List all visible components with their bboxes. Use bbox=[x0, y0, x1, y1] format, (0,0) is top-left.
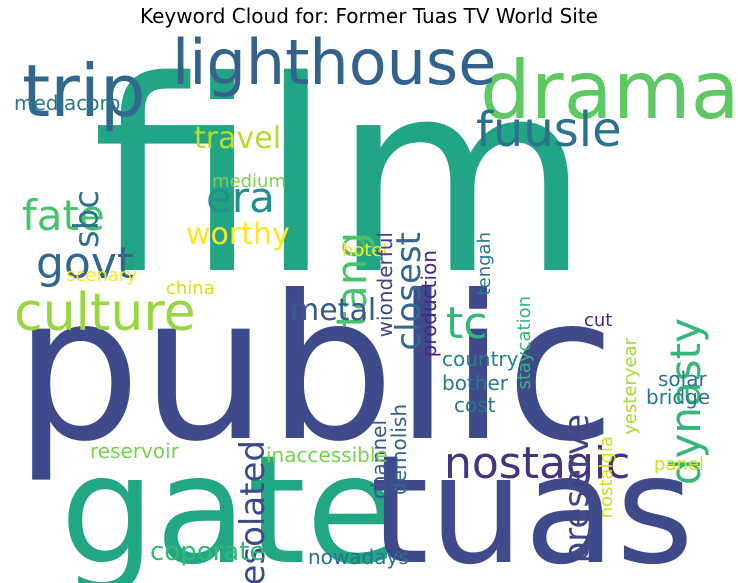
word-gate: gate bbox=[60, 424, 398, 583]
word-closest: closest bbox=[389, 232, 429, 351]
word-nowadays: nowadays bbox=[308, 545, 409, 569]
word-tengah: tengah bbox=[474, 232, 495, 295]
word-mediacorp: mediacorp bbox=[14, 91, 120, 115]
word-medium: medium bbox=[212, 171, 286, 192]
word-preserve: preserve bbox=[557, 414, 597, 563]
word-demolish: demolish bbox=[387, 404, 411, 495]
word-channel: channel bbox=[367, 420, 391, 499]
word-reservoir: reservoir bbox=[90, 439, 180, 463]
word-era: era bbox=[206, 173, 275, 222]
word-lighthouse: lighthouse bbox=[172, 26, 496, 99]
word-coporate: coporate bbox=[150, 537, 265, 567]
word-worthy: worthy bbox=[186, 217, 290, 252]
word-metal: metal bbox=[290, 293, 376, 328]
word-inaccessible: inaccessible bbox=[266, 443, 388, 467]
word-panel: panel bbox=[654, 454, 704, 475]
word-country: country bbox=[442, 347, 519, 371]
word-staycation: staycation bbox=[514, 296, 535, 390]
word-tuas: tuas bbox=[370, 424, 694, 583]
word-production: production bbox=[417, 250, 441, 357]
word-desolated: desolated bbox=[233, 440, 273, 583]
chart-title: Keyword Cloud for: Former Tuas TV World … bbox=[140, 4, 598, 28]
word-fate: fate bbox=[22, 191, 105, 240]
word-cut: cut bbox=[584, 310, 612, 331]
word-tc: tc bbox=[446, 298, 487, 349]
word-sbc: sbc bbox=[67, 190, 107, 248]
word-culture: culture bbox=[14, 283, 196, 343]
word-nostagic: nostagic bbox=[444, 438, 630, 489]
word-tang: tang bbox=[327, 232, 376, 327]
word-nostalgia: nostalgia bbox=[596, 436, 617, 518]
word-trip: trip bbox=[22, 49, 146, 133]
word-travel: travel bbox=[194, 121, 281, 156]
word-dynasty: dynasty bbox=[661, 318, 710, 485]
word-china: china bbox=[166, 278, 215, 299]
word-solar: solar bbox=[658, 367, 707, 391]
word-film: film bbox=[92, 25, 591, 333]
word-cost: cost bbox=[454, 393, 496, 417]
word-public: public bbox=[14, 253, 616, 486]
word-bridge: bridge bbox=[646, 385, 710, 409]
word-fuusle: fuusle bbox=[476, 102, 622, 158]
word-govt: govt bbox=[36, 238, 134, 289]
word-drama: drama bbox=[480, 44, 738, 137]
word-hotel: hotel bbox=[342, 240, 388, 261]
word-scenary: scenary bbox=[66, 265, 137, 286]
word-bother: bother bbox=[442, 371, 509, 395]
word-wionderful: wionderful bbox=[373, 232, 397, 337]
word-yesteryear: yesteryear bbox=[620, 337, 641, 434]
